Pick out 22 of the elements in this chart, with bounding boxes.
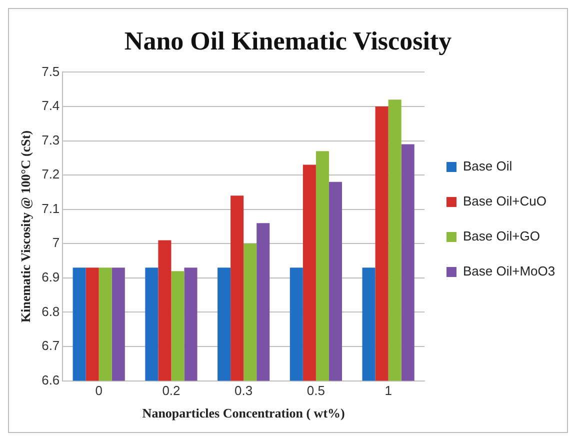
chart-title: Nano Oil Kinematic Viscosity	[124, 26, 452, 56]
y-tick-label: 6.8	[42, 304, 60, 319]
x-tick-label: 0	[95, 383, 102, 398]
x-tick-label: 0.3	[234, 383, 253, 398]
y-tick-label: 7.3	[42, 132, 60, 148]
x-tick-label: 0.2	[162, 383, 180, 398]
y-tick-label: 6.7	[42, 338, 60, 354]
legend-label: Base Oil+GO	[463, 228, 540, 244]
y-tick-label: 7.5	[42, 64, 60, 79]
y-tick-label: 7.1	[42, 200, 60, 216]
y-tick-label: 7.4	[42, 98, 60, 114]
x-tick-label: 0.5	[306, 383, 325, 398]
x-tick-label: 1	[384, 383, 392, 398]
legend-label: Base Oil+MoO3	[463, 264, 556, 279]
legend-label: Base Oil+CuO	[463, 194, 546, 209]
y-tick-label: 6.6	[42, 372, 60, 388]
y-tick-label: 7.2	[42, 166, 60, 182]
y-tick-label: 7	[52, 235, 60, 250]
y-tick-label: 6.9	[42, 270, 60, 285]
x-axis-title: Nanoparticles Concentration ( wt%)	[142, 406, 345, 421]
y-axis-title: Kinematic Viscosity @ 100°C (cSt)	[18, 130, 34, 323]
legend-label: Base Oil	[463, 158, 512, 174]
